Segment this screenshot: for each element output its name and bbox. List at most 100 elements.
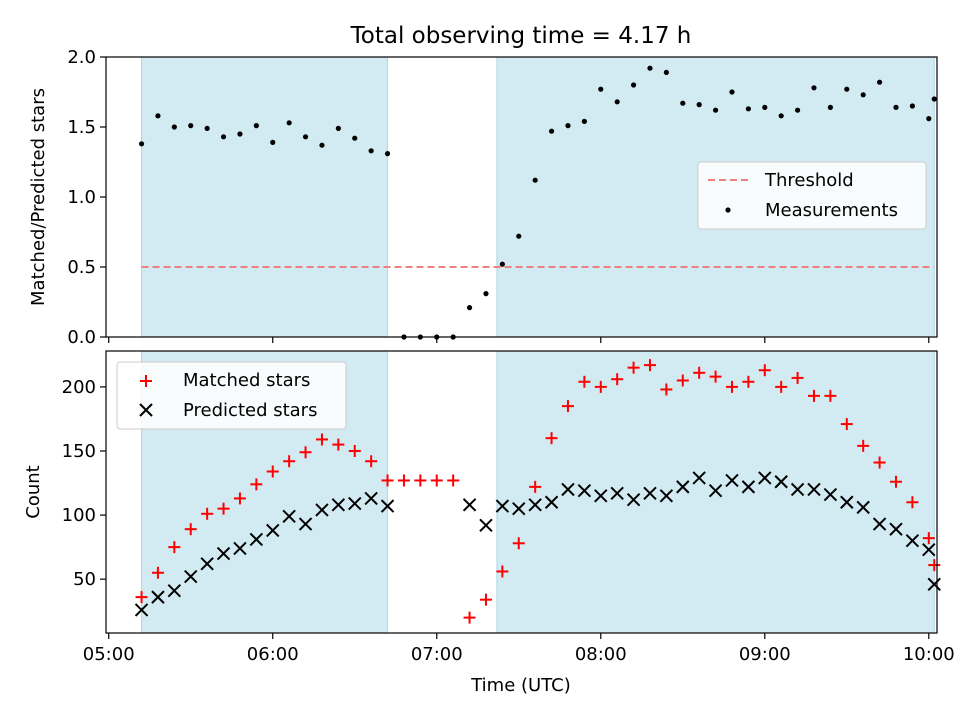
matched-star-point: [807, 389, 820, 402]
measurement-point: [647, 65, 653, 71]
bottom-xtick-label: 07:00: [411, 644, 463, 665]
measurement-point: [548, 128, 555, 134]
measurement-point: [909, 103, 915, 109]
predicted-star-point: [298, 517, 313, 531]
predicted-star-point: [544, 495, 559, 509]
legend-predicted-swatch: [139, 403, 153, 417]
measurement-point: [844, 86, 850, 92]
measurement-point: [696, 102, 702, 108]
matched-star-point: [348, 444, 361, 457]
predicted-star-point: [610, 486, 624, 500]
measurement-point: [680, 100, 686, 106]
matched-star-point: [594, 380, 607, 393]
matched-star-point: [611, 373, 624, 386]
predicted-star-point: [151, 590, 165, 604]
matched-star-point: [233, 492, 246, 505]
matched-star-point: [414, 474, 427, 487]
matched-star-point: [381, 474, 394, 487]
top-ytick-label: 2.0: [67, 47, 96, 68]
matched-star-point: [742, 375, 755, 388]
predicted-star-point: [790, 482, 805, 497]
measurement-point: [335, 125, 341, 131]
bottom-xtick-label: 05:00: [83, 644, 135, 665]
matched-star-point: [725, 380, 738, 393]
measurement-point: [663, 69, 669, 75]
predicted-star-point: [692, 471, 706, 485]
predicted-star-point: [348, 496, 362, 511]
bottom-xtick-label: 06:00: [247, 644, 299, 665]
measurement-point: [286, 120, 292, 126]
matched-star-point: [496, 565, 509, 578]
matched-star-point: [928, 559, 941, 572]
predicted-star-point: [872, 517, 887, 531]
bottom-ytick-label: 150: [62, 441, 96, 462]
matched-star-point: [332, 438, 345, 451]
measurement-point: [204, 125, 210, 131]
matched-star-point: [889, 475, 902, 488]
matched-star-point: [201, 507, 214, 520]
predicted-star-point: [249, 532, 264, 547]
top-ylabel: Matched/Predicted stars: [28, 88, 49, 306]
matched-star-point: [693, 366, 706, 379]
matched-star-point: [168, 541, 181, 554]
measurement-point: [466, 305, 473, 311]
predicted-star-point: [134, 603, 149, 617]
predicted-star-point: [741, 480, 756, 494]
legend-matched-label: Matched stars: [183, 370, 310, 391]
predicted-star-point: [184, 569, 198, 584]
predicted-star-point: [528, 498, 542, 512]
measurement-point: [893, 104, 899, 110]
bottom-ytick-label: 100: [62, 505, 96, 526]
measurement-point: [630, 82, 637, 88]
matched-star-point: [184, 523, 197, 536]
bottom-legend-box: [116, 361, 347, 430]
predicted-star-point: [807, 482, 821, 497]
bottom-ylabel: Count: [23, 465, 44, 518]
matched-star-point: [791, 371, 804, 384]
measurement-point: [729, 89, 735, 95]
predicted-star-point: [626, 492, 641, 507]
measurement-point: [794, 107, 801, 113]
predicted-star-point: [840, 495, 854, 509]
predicted-star-point: [905, 534, 920, 548]
bottom-panel-counts: 50 100 150 200 05:00 06:00 07:00 08:00 09:00 10:…: [23, 350, 955, 696]
legend-matched-swatch: [140, 375, 152, 387]
top-legend-box: [697, 161, 927, 230]
measurement-point: [253, 123, 259, 129]
measurement-point: [598, 86, 604, 92]
predicted-star-point: [823, 487, 838, 502]
predicted-star-point: [659, 489, 674, 503]
predicted-star-point: [512, 501, 526, 516]
matched-star-point: [430, 474, 443, 487]
predicted-star-point: [364, 491, 378, 506]
measurement-point: [762, 104, 768, 110]
measurement-point: [368, 148, 374, 154]
legend-measurements-swatch: [725, 207, 731, 213]
measurement-point: [516, 233, 522, 239]
matched-star-point: [561, 400, 574, 413]
measurement-point: [745, 106, 751, 112]
matched-star-point: [578, 375, 591, 388]
matched-star-point: [824, 389, 837, 402]
measurement-point: [237, 131, 243, 137]
predicted-star-point: [774, 475, 788, 489]
matched-star-point: [840, 418, 853, 431]
matched-star-point: [479, 593, 492, 606]
matched-star-point: [643, 359, 656, 372]
predicted-star-point: [856, 500, 870, 515]
predicted-star-point: [495, 499, 510, 513]
matched-star-point: [709, 370, 722, 383]
matched-star-point: [266, 465, 279, 478]
matched-star-point: [775, 380, 788, 393]
matched-star-point: [529, 480, 542, 493]
matched-star-point: [906, 496, 919, 509]
measurement-point: [220, 134, 227, 140]
legend-threshold-label: Threshold: [764, 170, 854, 191]
predicted-star-point: [216, 546, 231, 561]
predicted-star-point: [758, 471, 772, 485]
measurement-point: [499, 261, 505, 267]
bottom-ytick-label: 50: [73, 569, 96, 590]
measurement-point: [138, 141, 145, 147]
predicted-star-point: [643, 486, 657, 500]
